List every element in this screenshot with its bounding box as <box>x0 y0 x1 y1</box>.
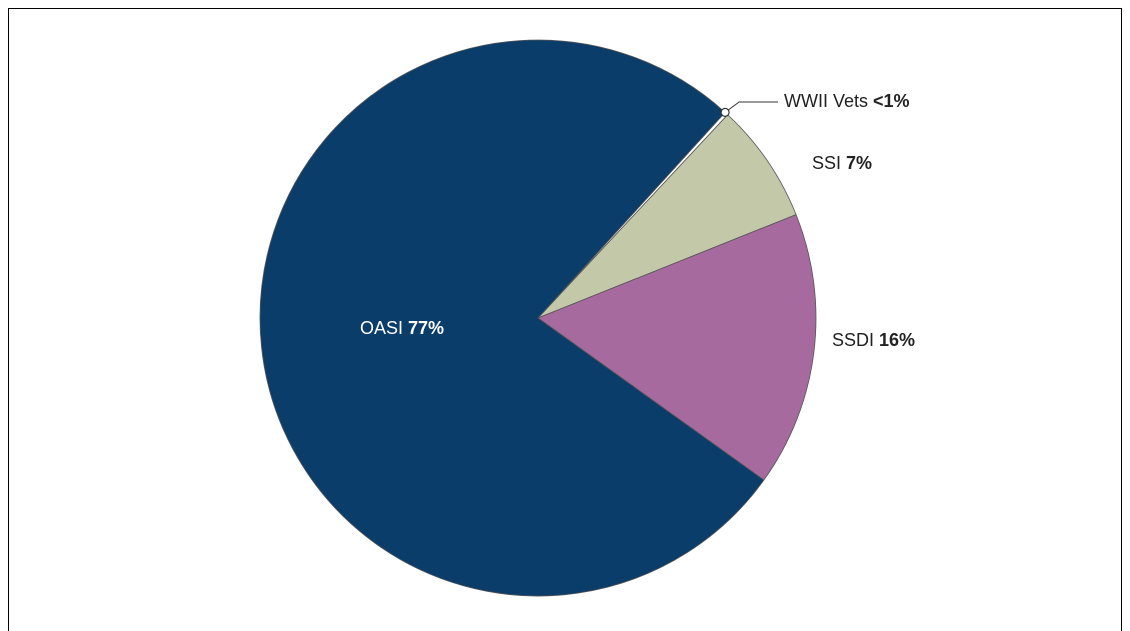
slice-name: SSI <box>812 153 841 173</box>
leader-line <box>724 101 778 113</box>
slice-label: WWII Vets <1% <box>784 91 910 111</box>
pie-slice <box>537 214 817 481</box>
slice-label: OASI 77% <box>360 318 444 338</box>
slice-name: WWII Vets <box>784 91 868 111</box>
slice-value: <1% <box>873 91 910 111</box>
leader-dot <box>720 107 730 117</box>
labels: WWII Vets <1% SSI 7% SSDI 16% OASI 77% <box>360 91 915 350</box>
frame <box>8 8 1122 631</box>
slice-label: SSDI 16% <box>832 330 915 350</box>
pie <box>259 39 817 597</box>
pie-slice <box>259 39 765 597</box>
slice-label: SSI 7% <box>812 153 872 173</box>
slice-name: SSDI <box>832 330 874 350</box>
slice-value: 7% <box>846 153 872 173</box>
pie-slice <box>537 114 797 319</box>
slice-value: 77% <box>408 318 444 338</box>
slice-value: 16% <box>879 330 915 350</box>
slice-name: OASI <box>360 318 403 338</box>
